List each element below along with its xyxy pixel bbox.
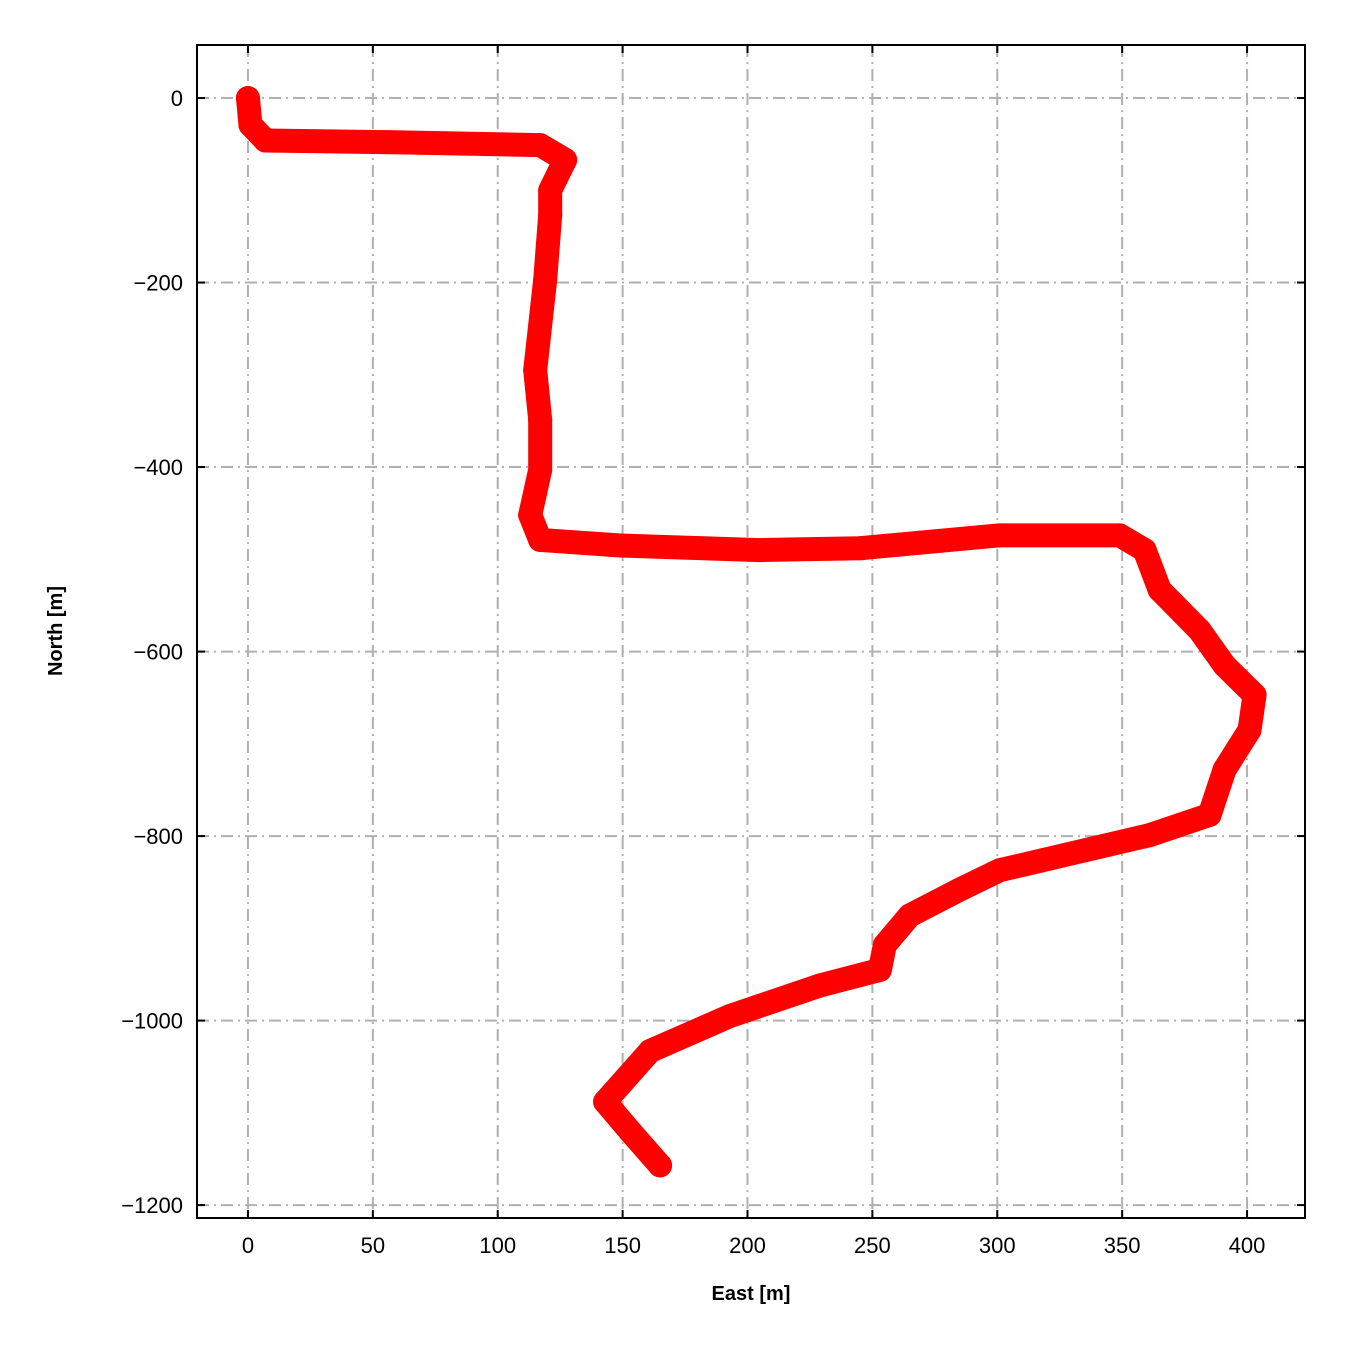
trajectory-point [1137,823,1162,848]
trajectory-point [747,538,772,563]
trajectory-point [538,203,563,228]
trajectory-point [528,408,553,433]
trajectory-point [1242,682,1267,707]
x-tick-label: 250 [854,1233,891,1258]
trajectory-line [235,86,1267,1178]
trajectory-point [608,533,633,558]
trajectory-point [238,112,263,137]
y-tick-label: −1000 [121,1009,183,1034]
y-tick-label: −600 [133,640,183,665]
trajectory-point [528,527,553,552]
trajectory-point [528,457,553,482]
axis-ticks: 0 50 100 150 200 250 300 350 400 0 −200 −400 −600 −80… [121,45,1305,1258]
trajectory-point [1132,538,1157,563]
x-tick-label: 150 [604,1233,641,1258]
trajectory-point [638,1039,663,1064]
trajectory-point [1187,618,1212,643]
x-tick-label: 100 [479,1233,516,1258]
x-axis-label: East [m] [712,1283,791,1305]
trajectory-point [1147,577,1172,602]
trajectory-point [897,903,922,928]
trajectory-point [1212,757,1237,782]
trajectory-point [1107,523,1132,548]
trajectory-point [872,932,897,957]
trajectory-point [648,1153,673,1178]
trajectory-point [1237,717,1262,742]
trajectory-point [807,973,832,998]
trajectory-point [518,503,543,528]
x-tick-label: 50 [361,1233,385,1258]
x-tick-label: 400 [1229,1233,1266,1258]
x-tick-label: 200 [729,1233,766,1258]
trajectory-point [553,147,578,172]
x-tick-label: 300 [979,1233,1016,1258]
trajectory-point [528,133,553,158]
trajectory-point [1212,653,1237,678]
trajectory-series [235,86,1267,1178]
trajectory-point [1197,802,1222,827]
grid [197,45,1305,1218]
y-tick-label: −400 [133,455,183,480]
y-tick-label: −200 [133,271,183,296]
trajectory-point [533,267,558,292]
trajectory-point [618,1119,643,1144]
trajectory-point [867,957,892,982]
trajectory-point [235,86,260,111]
trajectory-point [947,877,972,902]
trajectory-point [523,358,548,383]
trajectory-point [718,1003,743,1028]
trajectory-point [593,1089,618,1114]
x-tick-label: 0 [242,1233,254,1258]
trajectory-point [847,536,872,561]
trajectory-point [538,178,563,203]
x-tick-label: 350 [1104,1233,1141,1258]
y-tick-label: −1200 [121,1193,183,1218]
y-axis-label: North [m] [45,586,67,676]
y-tick-label: 0 [171,86,183,111]
trajectory-point [987,858,1012,883]
trajectory-point [253,128,278,153]
trajectory-point [987,523,1012,548]
trajectory-point [388,130,413,155]
plot-frame [196,44,1306,1219]
y-tick-label: −800 [133,824,183,849]
